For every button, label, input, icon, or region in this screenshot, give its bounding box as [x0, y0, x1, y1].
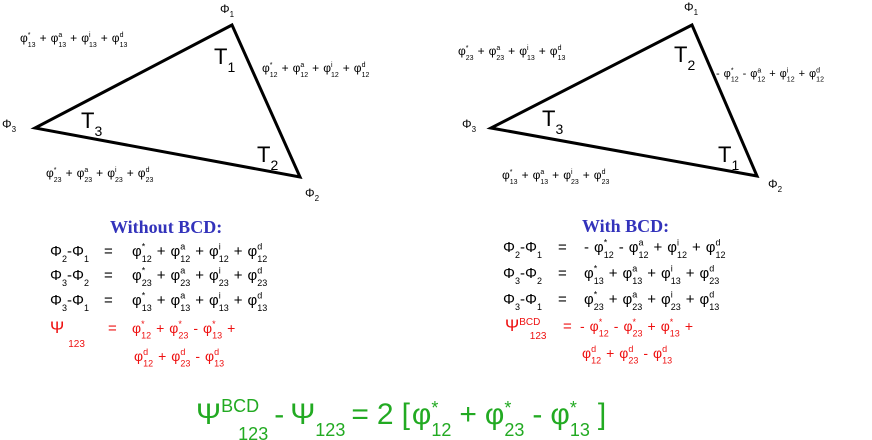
- left-angle-t3: T3: [81, 108, 102, 139]
- equals-sign: =: [104, 267, 113, 284]
- right-vertex-phi3: Φ3: [462, 117, 477, 134]
- equals-sign: =: [558, 291, 567, 308]
- lhs-text: Φ2​-Φ1​: [50, 243, 89, 264]
- right-vertex-phi1: Φ1: [684, 0, 699, 17]
- expression-text: -φ*12​-φ*23​+φ*13​+: [580, 317, 693, 338]
- lhs-text: Φ3​-Φ1​: [50, 292, 89, 313]
- lhs-text: Φ3​-Φ2​: [50, 267, 89, 288]
- equals-sign: =: [558, 239, 567, 256]
- left-vertex-phi2: Φ2: [305, 186, 320, 203]
- without-bcd-panel: Without BCD: Φ2​-Φ1​ = φ*12​+φa12​+φi12​+φ…: [50, 217, 267, 369]
- right-vertex-phi2: Φ2: [768, 177, 783, 194]
- left-angle-t1: T1: [214, 44, 235, 75]
- left-angle-t2: T2: [257, 142, 278, 173]
- right-angle-t2: T2: [674, 42, 695, 73]
- expression-text: φ*12​+φ*23​-φ*13​+: [132, 319, 235, 340]
- left-triangle: [30, 22, 303, 179]
- left-triangle-figure: Φ1 Φ2 Φ3 T1 T2 T3 φ*13​+φa13​+φi13​+φd13…: [2, 2, 369, 203]
- right-angle-t3: T3: [542, 106, 563, 137]
- right-triangle: [486, 22, 760, 178]
- psi-lhs: Ψ123: [50, 318, 85, 350]
- lhs-text: Φ2​-Φ1​: [503, 239, 542, 260]
- lhs-text: Φ3​-Φ2​: [503, 265, 542, 286]
- with-bcd-panel: With BCD: Φ2​-Φ1​ = -φ*12​-φa12​+φi12​+φd1…: [503, 216, 726, 366]
- equals-sign: =: [104, 292, 113, 309]
- with-bcd-title: With BCD:: [582, 216, 669, 236]
- without-bcd-title: Without BCD:: [110, 217, 222, 237]
- left-vertex-phi3: Φ3: [2, 117, 17, 134]
- equals-sign: =: [563, 318, 572, 335]
- equals-sign: =: [104, 243, 113, 260]
- lhs-text: Φ3​-Φ1​: [503, 291, 542, 312]
- psi-lhs: ΨBCD 123: [505, 316, 547, 342]
- right-triangle-figure: Φ1 Φ2 Φ3 T2 T1 T3 φ*23​+φa23​+φi13​+φd13…: [458, 0, 824, 194]
- equals-sign: =: [108, 320, 117, 337]
- left-vertex-phi1: Φ1: [220, 2, 235, 19]
- right-angle-t1: T1: [718, 142, 739, 173]
- equals-sign: =: [558, 265, 567, 282]
